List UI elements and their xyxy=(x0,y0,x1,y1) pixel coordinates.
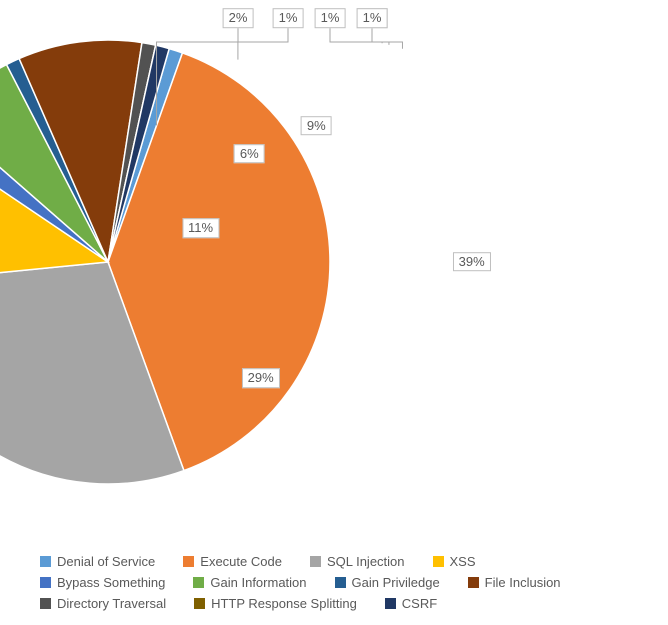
legend-swatch xyxy=(433,556,444,567)
legend-swatch xyxy=(385,598,396,609)
legend-swatch xyxy=(335,577,346,588)
legend-swatch xyxy=(468,577,479,588)
legend-label: XSS xyxy=(450,554,476,569)
legend-item: XSS xyxy=(433,554,476,569)
legend-swatch xyxy=(40,556,51,567)
slice-label: 2% xyxy=(223,8,254,28)
legend-item: Denial of Service xyxy=(40,554,155,569)
legend-label: CSRF xyxy=(402,596,437,611)
legend-label: Execute Code xyxy=(200,554,282,569)
legend-item: Execute Code xyxy=(183,554,282,569)
pie-svg xyxy=(0,36,334,488)
legend-item: Bypass Something xyxy=(40,575,165,590)
legend-item: Gain Information xyxy=(193,575,306,590)
slice-label: 9% xyxy=(301,116,332,136)
legend-label: Gain Priviledge xyxy=(352,575,440,590)
legend-swatch xyxy=(40,598,51,609)
legend-swatch xyxy=(40,577,51,588)
legend-swatch xyxy=(193,577,204,588)
legend-label: Directory Traversal xyxy=(57,596,166,611)
pie-container xyxy=(0,36,334,488)
legend-swatch xyxy=(183,556,194,567)
slice-label: 1% xyxy=(357,8,388,28)
legend-label: File Inclusion xyxy=(485,575,561,590)
slice-label: 39% xyxy=(453,252,491,272)
slice-label: 29% xyxy=(242,369,280,389)
vulnerability-pie-chart: Denial of Service Execute Code SQL Injecti… xyxy=(0,0,668,625)
legend: Denial of Service Execute Code SQL Injecti… xyxy=(40,554,628,611)
slice-label: 6% xyxy=(234,144,265,164)
legend-label: Gain Information xyxy=(210,575,306,590)
slice-label: 1% xyxy=(315,8,346,28)
legend-item: SQL Injection xyxy=(310,554,405,569)
legend-item: Gain Priviledge xyxy=(335,575,440,590)
legend-label: Bypass Something xyxy=(57,575,165,590)
legend-label: HTTP Response Splitting xyxy=(211,596,357,611)
legend-swatch xyxy=(310,556,321,567)
legend-swatch xyxy=(194,598,205,609)
slice-label: 11% xyxy=(182,218,219,238)
legend-item: File Inclusion xyxy=(468,575,561,590)
legend-item: Directory Traversal xyxy=(40,596,166,611)
legend-label: SQL Injection xyxy=(327,554,405,569)
legend-label: Denial of Service xyxy=(57,554,155,569)
slice-label: 1% xyxy=(273,8,304,28)
legend-item: CSRF xyxy=(385,596,437,611)
legend-item: HTTP Response Splitting xyxy=(194,596,357,611)
